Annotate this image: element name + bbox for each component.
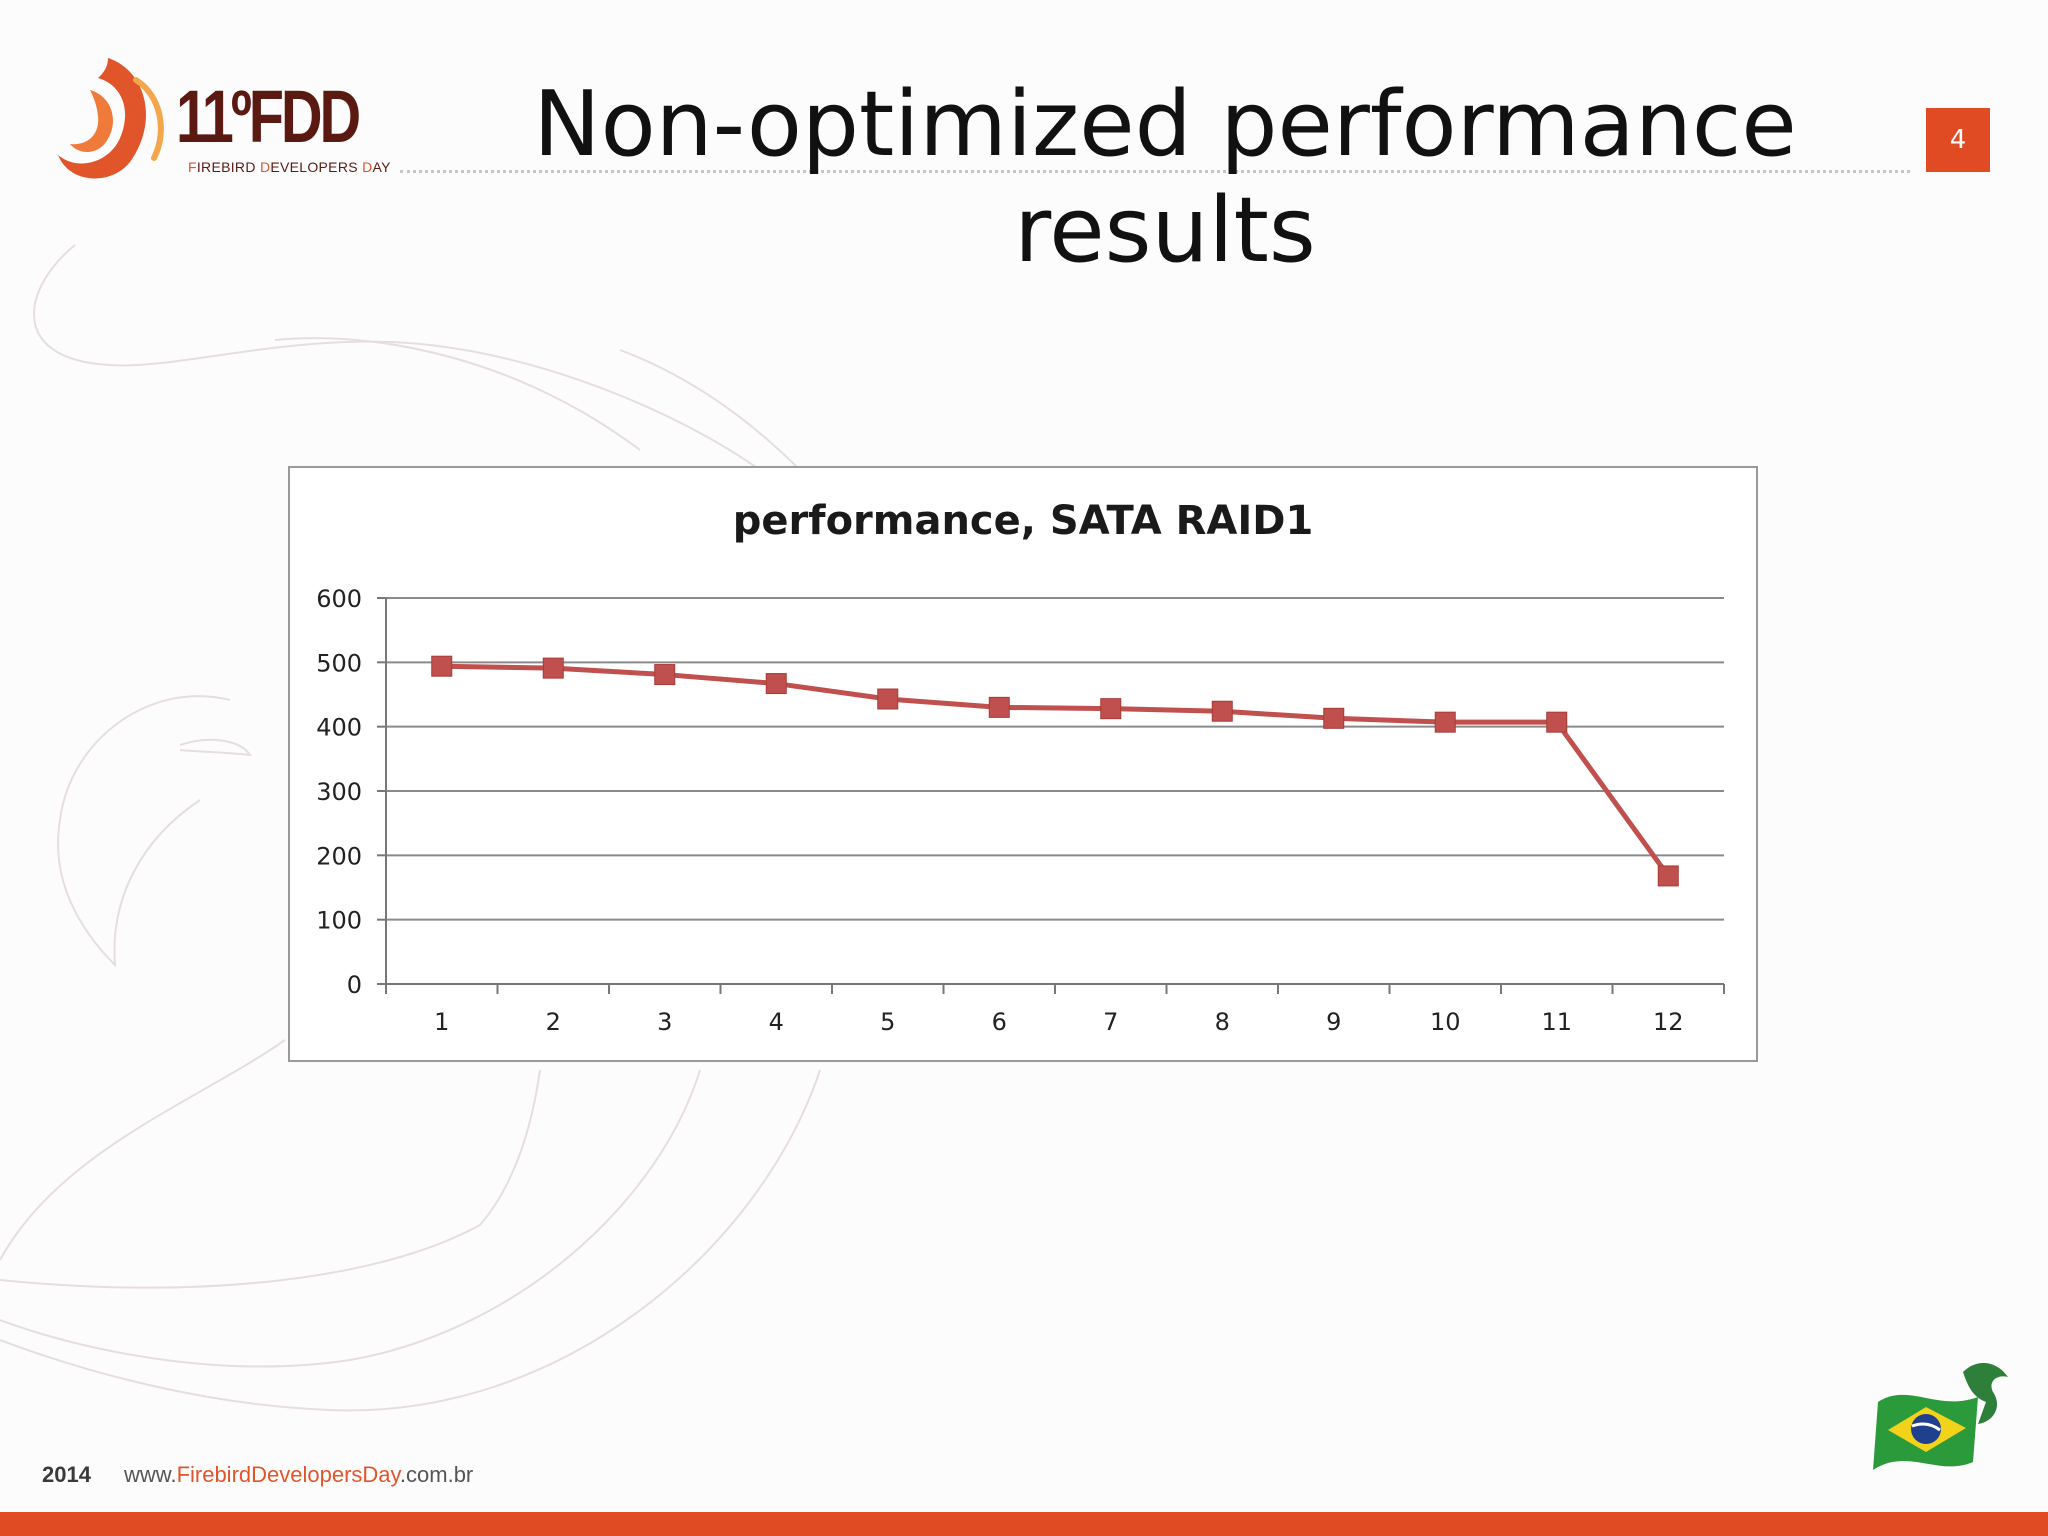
data-point-marker [1546,711,1568,733]
x-tick-label: 6 [992,1008,1007,1036]
data-point-marker [1434,711,1456,733]
y-tick-label: 500 [316,649,362,677]
title-divider [400,170,1910,173]
chart-title: performance, SATA RAID1 [732,498,1314,544]
x-tick-label: 4 [769,1008,784,1036]
phoenix-icon [58,58,164,179]
x-tick-label: 10 [1430,1008,1461,1036]
data-point-marker [1657,865,1679,887]
x-tick-label: 3 [657,1008,672,1036]
x-tick-label: 5 [880,1008,895,1036]
data-point-marker [542,657,564,679]
data-point-marker [988,696,1010,718]
slide-title: Non-optimized performance results [533,72,1797,283]
fdd-logo: 11ºFDD FIREBIRD DEVELOPERS DAY [50,50,390,190]
chart-container: performance, SATA RAID1 0 100 200 300 400 500… [288,466,1758,1062]
y-tick-label: 400 [316,714,362,742]
brazil-flag-icon [1873,1362,2008,1470]
x-tick-label: 9 [1326,1008,1341,1036]
logo-subtitle: FIREBIRD DEVELOPERS DAY [188,159,391,175]
series-line-0 [441,663,1671,878]
x-tick-label: 8 [1215,1008,1230,1036]
x-tick-label: 7 [1103,1008,1118,1036]
bottom-accent-bar [0,1512,2048,1536]
data-point-marker [654,664,676,686]
y-tick-label: 600 [316,585,362,613]
x-tick-label: 12 [1653,1008,1684,1036]
y-tick-label: 100 [316,907,362,935]
data-point-marker [877,688,899,710]
data-point-marker [1323,707,1345,729]
x-tick-label: 1 [434,1008,449,1036]
x-tick-label: 2 [546,1008,561,1036]
footer-year: 2014 [42,1462,91,1487]
logo-number: 11ºFDD [176,75,361,158]
page-number-badge: 4 [1926,108,1990,172]
footer-url[interactable]: www.FirebirdDevelopersDay.com.br [124,1462,474,1487]
data-point-marker [431,655,453,677]
data-point-marker [1211,700,1233,722]
x-tick-label: 11 [1541,1008,1572,1036]
y-tick-label: 0 [347,971,362,999]
y-tick-label: 200 [316,842,362,870]
data-point-marker [1100,698,1122,720]
y-tick-label: 300 [316,778,362,806]
data-point-marker [765,673,787,695]
